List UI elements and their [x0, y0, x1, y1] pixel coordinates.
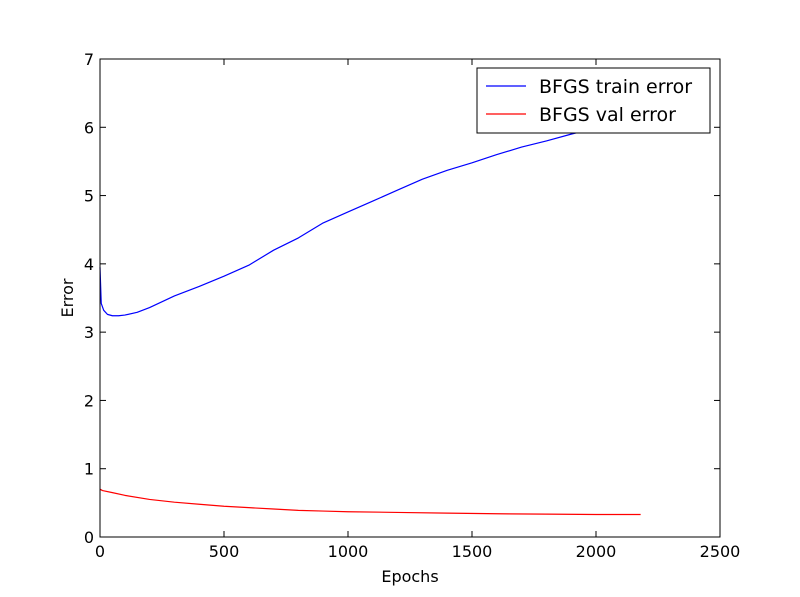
x-tick-label: 2000 — [576, 542, 617, 561]
y-tick-label: 1 — [84, 460, 94, 479]
y-tick-label: 6 — [84, 118, 94, 137]
x-tick-label: 2500 — [700, 542, 741, 561]
legend: BFGS train error BFGS val error — [476, 67, 711, 134]
series-line-val-error — [99, 488, 641, 516]
legend-label-val: BFGS val error — [539, 104, 676, 126]
y-tick-label: 5 — [84, 187, 94, 206]
x-tick-label: 1500 — [452, 542, 493, 561]
legend-label-train: BFGS train error — [539, 76, 692, 98]
series-line-train-error — [99, 116, 641, 317]
x-axis-label: Epochs — [381, 567, 438, 586]
y-tick-label: 7 — [84, 50, 94, 69]
legend-box — [476, 67, 711, 134]
x-tick-label: 500 — [209, 542, 240, 561]
y-tick-label: 0 — [84, 528, 94, 547]
y-tick-label: 4 — [84, 255, 94, 274]
ticks-layer: 0 500 1000 1500 2000 2500 0 1 2 3 4 5 6 7 — [84, 50, 741, 561]
y-tick-label: 3 — [84, 323, 94, 342]
y-axis-label: Error — [58, 278, 77, 317]
x-tick-label: 1000 — [328, 542, 369, 561]
plot-frame — [99, 58, 721, 538]
series-layer — [99, 116, 641, 516]
y-tick-label: 2 — [84, 391, 94, 410]
x-tick-label: 0 — [95, 542, 105, 561]
